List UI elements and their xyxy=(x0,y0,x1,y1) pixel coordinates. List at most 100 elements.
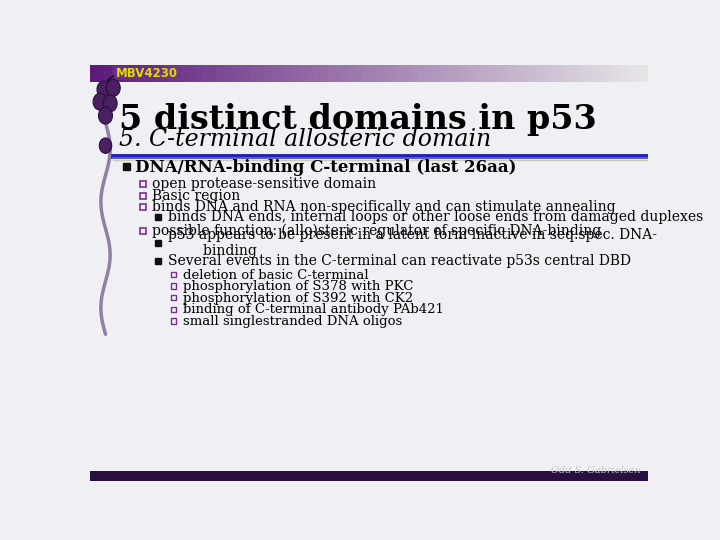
Bar xyxy=(564,65,572,82)
Bar xyxy=(230,65,238,82)
Bar xyxy=(194,65,202,82)
Text: small singlestranded DNA oligos: small singlestranded DNA oligos xyxy=(183,315,402,328)
Bar xyxy=(118,65,126,82)
Ellipse shape xyxy=(93,93,107,110)
Text: binds DNA ends, internal loops or other loose ends from damaged duplexes: binds DNA ends, internal loops or other … xyxy=(168,210,703,224)
Bar xyxy=(125,65,132,82)
Bar xyxy=(313,65,321,82)
Bar xyxy=(306,65,314,82)
Bar xyxy=(627,65,635,82)
Bar xyxy=(606,65,614,82)
Bar xyxy=(300,65,307,82)
Bar xyxy=(502,65,509,82)
Bar xyxy=(236,65,244,82)
Bar xyxy=(474,65,482,82)
Bar xyxy=(320,65,328,82)
Bar xyxy=(140,181,145,187)
Bar xyxy=(104,65,112,82)
Ellipse shape xyxy=(103,95,117,112)
Bar xyxy=(188,65,195,82)
Bar xyxy=(327,65,335,82)
Bar xyxy=(425,65,433,82)
Text: 5. C-terminal allosteric domain: 5. C-terminal allosteric domain xyxy=(120,128,492,151)
Bar xyxy=(264,65,272,82)
Bar xyxy=(481,65,488,82)
Ellipse shape xyxy=(107,79,120,96)
Bar xyxy=(140,193,145,199)
Bar xyxy=(529,65,537,82)
Bar xyxy=(341,65,349,82)
Bar xyxy=(641,65,649,82)
Bar xyxy=(279,65,286,82)
Bar xyxy=(369,65,377,82)
Bar xyxy=(571,65,579,82)
Bar xyxy=(160,65,168,82)
Text: open protease-sensitive domain: open protease-sensitive domain xyxy=(152,177,376,191)
Bar xyxy=(536,65,544,82)
Bar xyxy=(153,65,161,82)
Text: binding of C-terminal antibody PAb421: binding of C-terminal antibody PAb421 xyxy=(183,303,444,316)
Bar xyxy=(334,65,342,82)
Text: binds DNA and RNA non-specifically and can stimulate annealing: binds DNA and RNA non-specifically and c… xyxy=(152,200,616,214)
Bar xyxy=(90,65,98,82)
Bar xyxy=(171,307,176,312)
Bar xyxy=(171,318,176,323)
Bar xyxy=(487,65,495,82)
Bar xyxy=(376,65,384,82)
Bar xyxy=(362,65,370,82)
Bar xyxy=(285,65,293,82)
Bar xyxy=(97,65,104,82)
Bar xyxy=(140,204,145,211)
Bar xyxy=(215,65,223,82)
Bar xyxy=(167,65,174,82)
Bar xyxy=(251,65,258,82)
Bar xyxy=(467,65,474,82)
Text: Odd S. Gabrielsen: Odd S. Gabrielsen xyxy=(551,466,640,475)
Text: Basic region: Basic region xyxy=(152,188,240,202)
Bar xyxy=(383,65,391,82)
Bar xyxy=(122,164,130,170)
Bar xyxy=(397,65,405,82)
Bar xyxy=(222,65,230,82)
Bar xyxy=(140,228,145,234)
Bar xyxy=(613,65,621,82)
Bar xyxy=(418,65,426,82)
Bar xyxy=(355,65,363,82)
Bar xyxy=(593,65,600,82)
Bar xyxy=(550,65,558,82)
Bar xyxy=(432,65,439,82)
Bar xyxy=(90,471,648,481)
Bar xyxy=(438,65,446,82)
Bar xyxy=(145,65,153,82)
Bar xyxy=(271,65,279,82)
Text: 5 distinct domains in p53: 5 distinct domains in p53 xyxy=(120,103,597,136)
Bar xyxy=(209,65,216,82)
Bar xyxy=(111,65,119,82)
Bar xyxy=(155,214,161,220)
Text: DNA/RNA-binding C-terminal (last 26aa): DNA/RNA-binding C-terminal (last 26aa) xyxy=(135,159,516,176)
Bar xyxy=(171,272,176,278)
Bar xyxy=(348,65,356,82)
Bar xyxy=(578,65,586,82)
Bar xyxy=(459,65,467,82)
Bar xyxy=(202,65,210,82)
Bar xyxy=(544,65,551,82)
Bar xyxy=(404,65,412,82)
Bar xyxy=(620,65,628,82)
Bar xyxy=(243,65,251,82)
Bar xyxy=(634,65,642,82)
Bar xyxy=(155,258,161,264)
Bar xyxy=(174,65,181,82)
Ellipse shape xyxy=(99,107,112,124)
Bar xyxy=(181,65,189,82)
Bar xyxy=(599,65,607,82)
Text: MBV4230: MBV4230 xyxy=(116,67,178,80)
Bar xyxy=(113,66,156,80)
Bar xyxy=(446,65,454,82)
Ellipse shape xyxy=(99,138,112,153)
Bar xyxy=(585,65,593,82)
Bar xyxy=(258,65,265,82)
Text: p53 appears to be present in a latent form inactive in seq.spec. DNA-
        bi: p53 appears to be present in a latent fo… xyxy=(168,227,657,258)
Text: phosphorylation of S392 with CK2: phosphorylation of S392 with CK2 xyxy=(183,292,413,305)
Text: deletion of basic C-terminal: deletion of basic C-terminal xyxy=(183,268,369,281)
